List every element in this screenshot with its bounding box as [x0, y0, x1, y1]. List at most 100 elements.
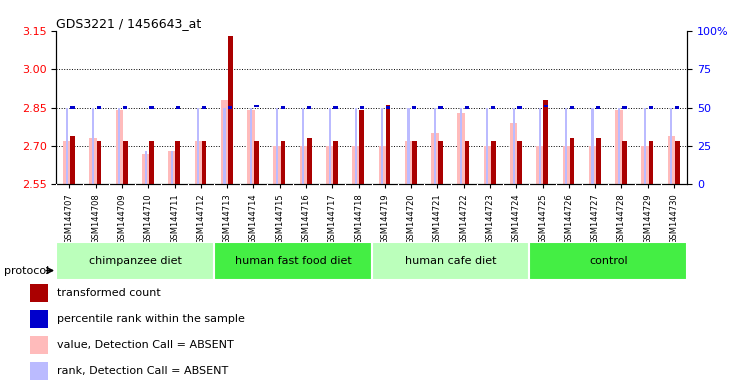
Bar [221, 100, 228, 184]
Text: GSM144725: GSM144725 [538, 193, 547, 243]
Bar [649, 106, 653, 109]
Bar [281, 141, 285, 184]
Bar [405, 141, 412, 184]
Bar [71, 106, 75, 109]
Bar [623, 141, 627, 184]
Bar [228, 106, 233, 109]
Bar [618, 108, 620, 184]
Bar [303, 108, 304, 184]
Text: GSM144710: GSM144710 [144, 193, 152, 243]
Bar [247, 110, 255, 184]
Text: GSM144727: GSM144727 [591, 193, 599, 244]
Bar [465, 141, 469, 184]
Bar [596, 106, 601, 109]
Bar [510, 123, 517, 184]
Text: GSM144713: GSM144713 [223, 193, 231, 244]
Bar [119, 108, 120, 184]
Bar [202, 141, 207, 184]
Bar [596, 138, 601, 184]
Text: GSM144718: GSM144718 [354, 193, 363, 244]
Bar [641, 146, 649, 184]
Bar [434, 108, 436, 184]
Bar [30, 284, 48, 302]
Text: value, Detection Call = ABSENT: value, Detection Call = ABSENT [58, 340, 234, 350]
Text: GSM144726: GSM144726 [565, 193, 573, 244]
Bar [300, 146, 307, 184]
Bar [487, 108, 488, 184]
Bar [63, 141, 71, 184]
Bar [536, 146, 544, 184]
Text: GDS3221 / 1456643_at: GDS3221 / 1456643_at [56, 17, 201, 30]
Bar [460, 108, 462, 184]
Bar [30, 362, 48, 380]
Bar [89, 138, 97, 184]
Text: GSM144708: GSM144708 [92, 193, 100, 244]
Bar [255, 105, 259, 107]
Text: GSM144720: GSM144720 [407, 193, 415, 243]
Bar [544, 100, 548, 184]
Bar [671, 108, 672, 184]
Bar [116, 110, 123, 184]
Bar [228, 36, 233, 184]
Bar [352, 146, 360, 184]
Bar [276, 108, 278, 184]
Bar [123, 141, 128, 184]
Bar [379, 146, 386, 184]
Text: rank, Detection Call = ABSENT: rank, Detection Call = ABSENT [58, 366, 229, 376]
Text: GSM144729: GSM144729 [644, 193, 652, 243]
Bar [517, 106, 522, 109]
Bar [333, 141, 338, 184]
Text: GSM144717: GSM144717 [328, 193, 336, 244]
Bar [307, 138, 312, 184]
Text: GSM144721: GSM144721 [433, 193, 442, 243]
Bar [329, 108, 330, 184]
Bar [123, 106, 128, 109]
Bar [562, 146, 570, 184]
Bar [539, 108, 541, 184]
Text: GSM144715: GSM144715 [276, 193, 284, 243]
Text: percentile rank within the sample: percentile rank within the sample [58, 314, 246, 324]
Text: GSM144723: GSM144723 [486, 193, 494, 244]
Text: GSM144716: GSM144716 [302, 193, 310, 244]
Text: GSM144728: GSM144728 [617, 193, 626, 244]
Bar [644, 108, 646, 184]
Bar [149, 106, 154, 109]
Bar [142, 154, 149, 184]
Bar [224, 108, 225, 184]
Bar [457, 113, 465, 184]
Bar [566, 108, 567, 184]
Bar [145, 151, 146, 184]
Bar [412, 141, 417, 184]
Bar [71, 136, 75, 184]
Text: GSM144714: GSM144714 [249, 193, 258, 243]
Bar [439, 141, 443, 184]
Bar [97, 141, 101, 184]
Bar [623, 106, 627, 109]
Text: control: control [589, 256, 628, 266]
Bar [168, 151, 176, 184]
Bar [465, 106, 469, 109]
Text: GSM144730: GSM144730 [670, 193, 678, 244]
Bar [326, 146, 333, 184]
Bar [255, 141, 259, 184]
Bar [544, 105, 548, 107]
Text: GSM144709: GSM144709 [118, 193, 126, 243]
Bar [97, 106, 101, 109]
Bar [649, 141, 653, 184]
Bar [372, 242, 529, 280]
Bar [408, 108, 409, 184]
Text: GSM144711: GSM144711 [170, 193, 179, 243]
Bar [198, 108, 199, 184]
Bar [202, 106, 207, 109]
Text: human cafe diet: human cafe diet [405, 256, 496, 266]
Bar [360, 106, 364, 109]
Text: protocol: protocol [4, 266, 49, 276]
Bar [412, 106, 417, 109]
Bar [30, 310, 48, 328]
Bar [195, 141, 202, 184]
Bar [66, 108, 68, 184]
Bar [513, 108, 514, 184]
Bar [307, 106, 312, 109]
Bar [281, 106, 285, 109]
Bar [592, 108, 593, 184]
